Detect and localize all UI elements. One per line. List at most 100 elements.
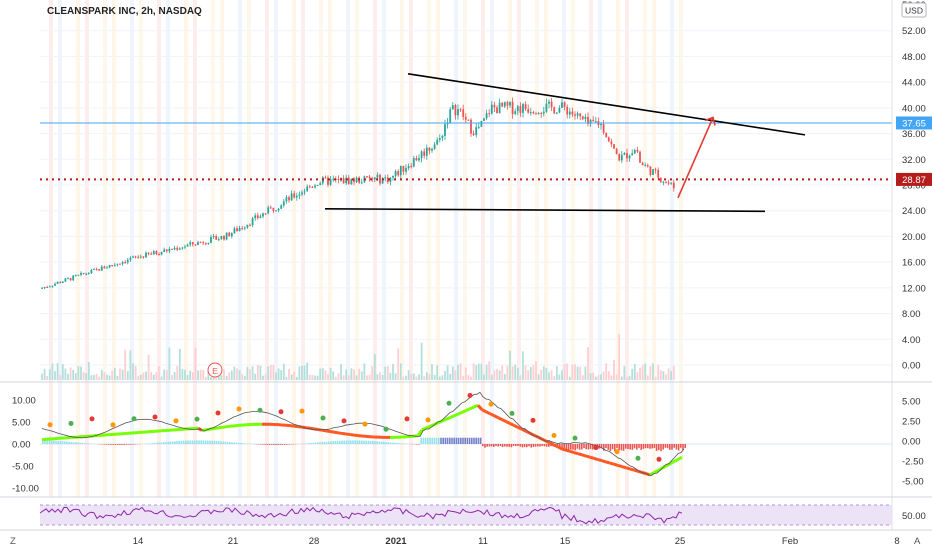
candle-body <box>78 275 80 276</box>
footer-right-icon[interactable]: A <box>914 536 921 547</box>
volume-bar <box>338 373 340 380</box>
oscillator-dot <box>552 433 557 438</box>
candle-body <box>234 228 236 233</box>
candle-body <box>88 273 90 274</box>
oscillator-histogram-bar <box>423 438 425 444</box>
volume-bar <box>85 373 87 380</box>
oscillator-histogram-bar <box>493 444 495 447</box>
oscillator-histogram-bar <box>625 444 627 449</box>
oscillator-histogram-bar <box>612 444 614 449</box>
candle-body <box>122 262 124 264</box>
oscillator-histogram-bar <box>541 444 543 446</box>
oscillator-histogram-bar <box>618 444 620 450</box>
candle-body <box>613 144 615 148</box>
oscillator-histogram-bar <box>616 444 618 448</box>
oscillator-histogram-bar <box>621 444 623 450</box>
candle-body <box>496 107 498 113</box>
candle-body <box>293 193 295 197</box>
oscillator-histogram-bar <box>425 438 427 444</box>
oscillator-histogram-bar <box>357 440 359 444</box>
footer-left-icon[interactable]: Z <box>10 536 16 547</box>
oscillator-histogram-bar <box>262 444 264 445</box>
resistance-trendline[interactable] <box>408 74 805 135</box>
candle-body <box>504 102 506 106</box>
oscillator-signal-segment <box>482 410 486 412</box>
oscillator-histogram-bar <box>167 442 169 444</box>
candle-body <box>280 205 282 208</box>
candle-body <box>530 112 532 113</box>
session-stripe <box>598 0 602 497</box>
volume-bar <box>195 348 197 380</box>
oscillator-histogram-bar <box>148 443 150 444</box>
oscillator-signal-segment <box>626 468 630 469</box>
volume-bar <box>189 371 191 380</box>
oscillator-dot <box>636 456 641 461</box>
oscillator-histogram-bar <box>121 444 123 445</box>
candle-body <box>265 213 267 214</box>
volume-bar <box>488 361 490 380</box>
candle-body <box>262 213 264 216</box>
oscillator-histogram-bar <box>341 441 343 444</box>
volume-bar <box>618 334 620 380</box>
candle-body <box>158 254 160 255</box>
oscillator-histogram-bar <box>181 441 183 444</box>
oscillator-histogram-bar <box>442 438 444 444</box>
price-tick-label: 32.00 <box>902 155 926 166</box>
event-marker[interactable]: E <box>208 363 222 377</box>
candle-body <box>395 171 397 176</box>
volume-bar <box>548 372 550 380</box>
volume-bar <box>447 365 449 380</box>
session-stripe <box>589 0 593 497</box>
volume-bar <box>462 376 464 380</box>
oscillator-dot <box>426 417 431 422</box>
volume-bar <box>174 372 176 380</box>
oscillator-dot <box>237 407 242 412</box>
horizontal-line-badge: 37.65 <box>896 116 932 129</box>
volume-bar <box>533 365 535 380</box>
oscillator-histogram-bar <box>673 444 675 448</box>
volume-bar <box>559 374 561 380</box>
volume-bar <box>293 372 295 380</box>
candle-body <box>46 287 48 288</box>
candle-body <box>130 258 132 260</box>
candle-body <box>449 109 451 122</box>
oscillator-histogram-bar <box>176 441 178 444</box>
candle-body <box>421 151 423 158</box>
oscillator-histogram-bar <box>154 443 156 444</box>
volume-bar <box>325 370 327 380</box>
candle-body <box>148 253 150 254</box>
candle-body <box>436 140 438 145</box>
candle-body <box>189 242 191 244</box>
session-stripe <box>247 0 251 497</box>
volume-bar <box>312 375 314 380</box>
oscillator-signal-segment <box>494 416 498 418</box>
oscillator-dot <box>405 416 410 421</box>
volume-bar <box>582 375 584 380</box>
oscillator-histogram-bar <box>486 444 488 447</box>
candle-body <box>431 149 433 151</box>
session-stripe <box>139 0 143 497</box>
oscillator-histogram-bar <box>73 442 75 444</box>
volume-bar <box>421 343 423 380</box>
candle-body <box>434 144 436 148</box>
candle-body <box>137 257 139 258</box>
volume-bar <box>221 375 223 380</box>
projection-arrow[interactable] <box>678 118 715 198</box>
volume-bar <box>644 364 646 380</box>
volume-bar <box>106 375 108 380</box>
volume-bar <box>49 369 51 380</box>
candle-body <box>429 148 431 151</box>
session-stripe <box>571 0 575 497</box>
volume-bar <box>478 364 480 380</box>
candle-body <box>161 252 163 255</box>
candle-body <box>270 207 272 208</box>
oscillator-histogram-bar <box>669 444 671 450</box>
volume-bar <box>361 371 363 380</box>
volume-bar <box>496 369 498 380</box>
oscillator-histogram-bar <box>480 438 482 444</box>
session-stripe <box>670 0 674 497</box>
oscillator-signal-segment <box>622 467 626 468</box>
oscillator-dot <box>615 449 620 454</box>
volume-bar <box>299 366 301 380</box>
